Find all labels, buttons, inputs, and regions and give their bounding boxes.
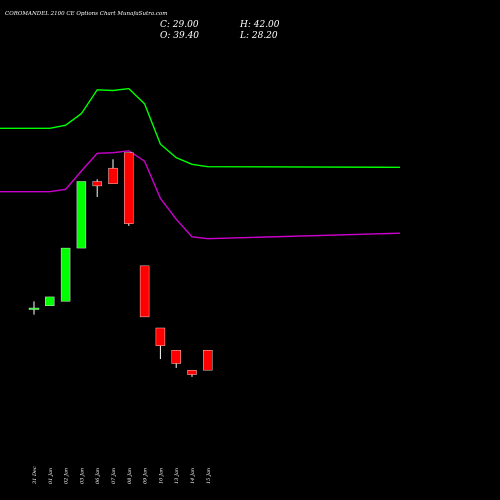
indicator-bands xyxy=(0,87,401,240)
x-tick-label-3: 03 Jan xyxy=(79,468,85,484)
x-tick-label-5: 07 Jan xyxy=(111,468,117,484)
x-axis-ticks: 31 Dec 01 Jan 02 Jan 03 Jan 06 Jan 07 Jan 08 J… xyxy=(32,466,212,484)
x-tick-label-8: 10 Jan xyxy=(158,468,164,484)
low-label: L: 28.20 xyxy=(239,31,278,41)
candle-body-3 xyxy=(76,181,87,249)
x-tick-label-7: 09 Jan xyxy=(143,468,149,484)
close-label: C: 29.00 xyxy=(160,20,199,30)
high-label: H: 42.00 xyxy=(239,20,280,30)
x-tick-label-6: 08 Jan xyxy=(127,468,133,484)
candle-body-2 xyxy=(60,247,71,302)
candle-body-10 xyxy=(187,369,197,375)
candle-body-8 xyxy=(155,327,166,346)
chart-title: COROMANDEL 2100 CE Options Chart MunafaS… xyxy=(5,11,167,17)
x-tick-label-9: 13 Jan xyxy=(174,468,180,484)
candle-body-7 xyxy=(139,265,150,318)
candle-body-9 xyxy=(171,350,181,364)
candle-body-6 xyxy=(124,152,134,224)
x-tick-label-1: 01 Jan xyxy=(48,468,54,484)
x-tick-label-4: 06 Jan xyxy=(95,468,101,484)
candle-body-4 xyxy=(92,181,102,187)
candle-body-1 xyxy=(45,296,55,307)
x-tick-label-0: 31 Dec xyxy=(32,466,38,484)
candle-body-5 xyxy=(108,167,118,184)
band-line-1 xyxy=(0,150,401,240)
open-label: O: 39.40 xyxy=(160,31,199,41)
candle-body-11 xyxy=(203,350,213,371)
band-line-0 xyxy=(0,87,401,168)
x-tick-label-2: 02 Jan xyxy=(64,468,70,484)
candle-body-0 xyxy=(28,307,40,310)
x-tick-label-10: 14 Jan xyxy=(190,468,196,484)
x-tick-label-11: 15 Jan xyxy=(206,468,212,484)
candlesticks xyxy=(28,152,213,377)
